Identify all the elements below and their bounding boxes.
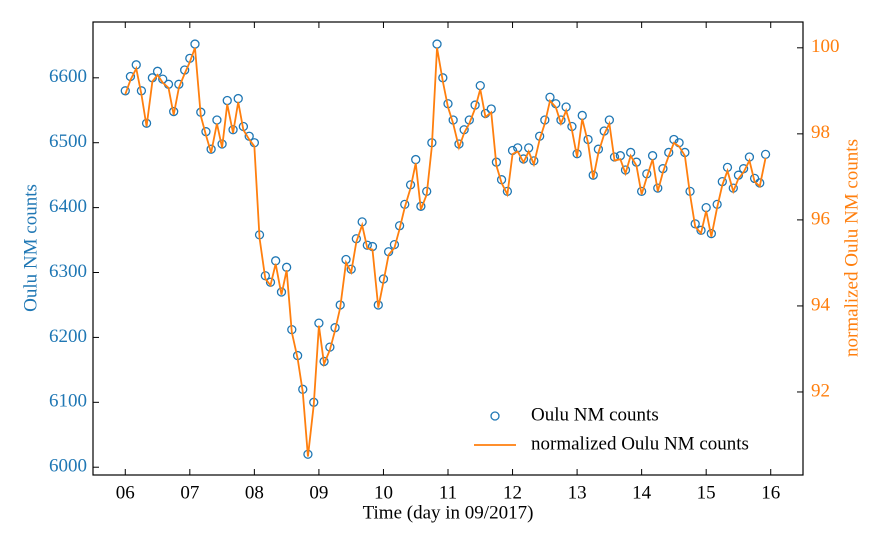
x-tick-label: 13: [568, 482, 587, 503]
y-tick-label: 6100: [49, 391, 87, 412]
data-point: [432, 39, 442, 49]
data-point: [212, 115, 222, 125]
y2-axis-label: normalized Oulu NM counts: [841, 139, 862, 357]
y-tick-label: 6400: [49, 196, 87, 217]
data-point: [206, 144, 216, 154]
data-point: [706, 228, 716, 239]
plot-frame: [92, 21, 804, 476]
data-point: [169, 106, 179, 117]
data-point: [653, 183, 663, 193]
x-tick-label: 16: [761, 482, 780, 503]
y-tick-label: 6600: [49, 66, 87, 87]
data-point: [228, 125, 238, 135]
data-point: [411, 154, 421, 165]
y-tick-label: 6000: [49, 456, 87, 477]
data-point: [636, 186, 647, 197]
data-point: [760, 149, 771, 160]
y-tick-label: 6500: [49, 131, 87, 152]
x-tick-label: 10: [374, 482, 393, 503]
data-point: [276, 287, 287, 297]
data-point: [588, 170, 598, 180]
data-point: [647, 151, 658, 161]
y2-tick-label: 100: [811, 36, 840, 57]
x-tick-label: 08: [245, 482, 264, 503]
legend-label: normalized Oulu NM counts: [531, 433, 749, 454]
data-point: [577, 110, 587, 121]
x-axis-label: Time (day in 09/2017): [363, 502, 534, 523]
data-point: [233, 93, 243, 104]
x-tick-label: 14: [632, 482, 652, 503]
legend-marker: [490, 411, 500, 421]
data-point: [120, 86, 130, 96]
x-tick-label: 12: [503, 482, 522, 503]
y2-tick-label: 92: [811, 380, 830, 401]
x-tick-label: 11: [439, 482, 457, 503]
y2-tick-label: 96: [811, 208, 830, 229]
y2-tick-label: 98: [811, 122, 830, 143]
y-axis-label: Oulu NM counts: [20, 184, 41, 312]
y-tick-label: 6300: [49, 261, 87, 282]
x-tick-label: 09: [309, 482, 328, 503]
data-point: [141, 118, 152, 128]
legend-label: Oulu NM counts: [531, 404, 659, 425]
data-point: [222, 95, 232, 106]
data-point: [475, 80, 485, 91]
x-tick-label: 07: [180, 482, 199, 503]
x-tick-label: 15: [697, 482, 716, 503]
y2-tick-label: 94: [811, 294, 831, 315]
data-point: [190, 39, 200, 49]
data-line: [124, 47, 767, 457]
data-point: [701, 202, 711, 213]
x-tick-label: 06: [116, 482, 135, 503]
data-point: [572, 149, 582, 159]
data-point: [362, 240, 372, 250]
y-tick-label: 6200: [49, 326, 87, 347]
